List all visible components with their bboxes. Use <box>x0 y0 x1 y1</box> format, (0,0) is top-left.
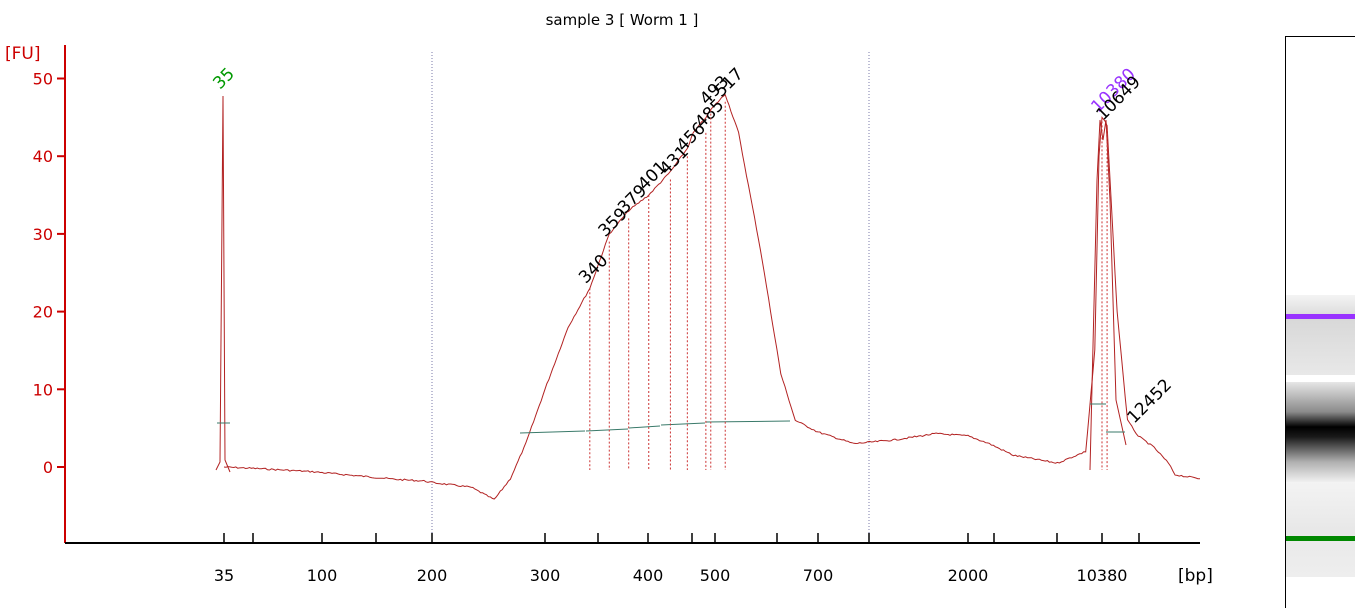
gel-lane-image <box>1285 36 1355 608</box>
y-tick-label-10: 10 <box>33 380 53 399</box>
peak-label-35: 35 <box>209 64 238 93</box>
gel-lower-smear <box>1286 482 1355 577</box>
grid-lines <box>431 52 870 543</box>
x-tick-label-400: 400 <box>633 566 664 585</box>
x-axis: 35 100 200 300 400 500 700 2000 10380 <box>65 533 1200 585</box>
baseline-6 <box>660 422 706 426</box>
peak-label-340: 340 <box>575 251 612 288</box>
y-axis: 0 10 20 30 40 50 <box>33 45 66 543</box>
gel-upper-smear <box>1286 295 1355 375</box>
peak-35-spike <box>215 95 231 473</box>
series-trace <box>215 93 1200 500</box>
y-tick-label-40: 40 <box>33 147 53 166</box>
electropherogram-chart: sample 3 [ Worm 1 ] [FU] [bp] 0 10 20 30 40 5… <box>5 11 1213 586</box>
baseline-3 <box>519 430 586 434</box>
gel-main-band <box>1286 382 1355 482</box>
y-tick-label-20: 20 <box>33 303 53 322</box>
x-tick-label-200: 200 <box>417 566 448 585</box>
gel-upper-marker-band <box>1286 314 1355 319</box>
y-axis-label: [FU] <box>5 44 41 64</box>
x-tick-label-100: 100 <box>307 566 338 585</box>
y-tick-label-0: 0 <box>43 458 53 477</box>
x-axis-label: [bp] <box>1178 566 1213 586</box>
series-line-0 <box>223 93 1200 500</box>
x-tick-label-300: 300 <box>530 566 561 585</box>
peak-10380-spike <box>1089 119 1127 471</box>
peak-label-12452: 12452 <box>1124 375 1176 427</box>
chart-title: sample 3 [ Worm 1 ] <box>546 11 699 29</box>
x-tick-label-35: 35 <box>214 566 234 585</box>
gel-lower-marker-band <box>1286 536 1355 541</box>
x-tick-label-2000: 2000 <box>948 566 989 585</box>
y-tick-label-30: 30 <box>33 225 53 244</box>
x-tick-label-10380: 10380 <box>1077 566 1128 585</box>
baseline-4 <box>585 428 629 432</box>
y-tick-label-50: 50 <box>33 70 53 89</box>
baseline-7 <box>705 420 791 423</box>
baseline-5 <box>628 425 661 429</box>
x-tick-label-700: 700 <box>803 566 834 585</box>
x-tick-label-500: 500 <box>700 566 731 585</box>
